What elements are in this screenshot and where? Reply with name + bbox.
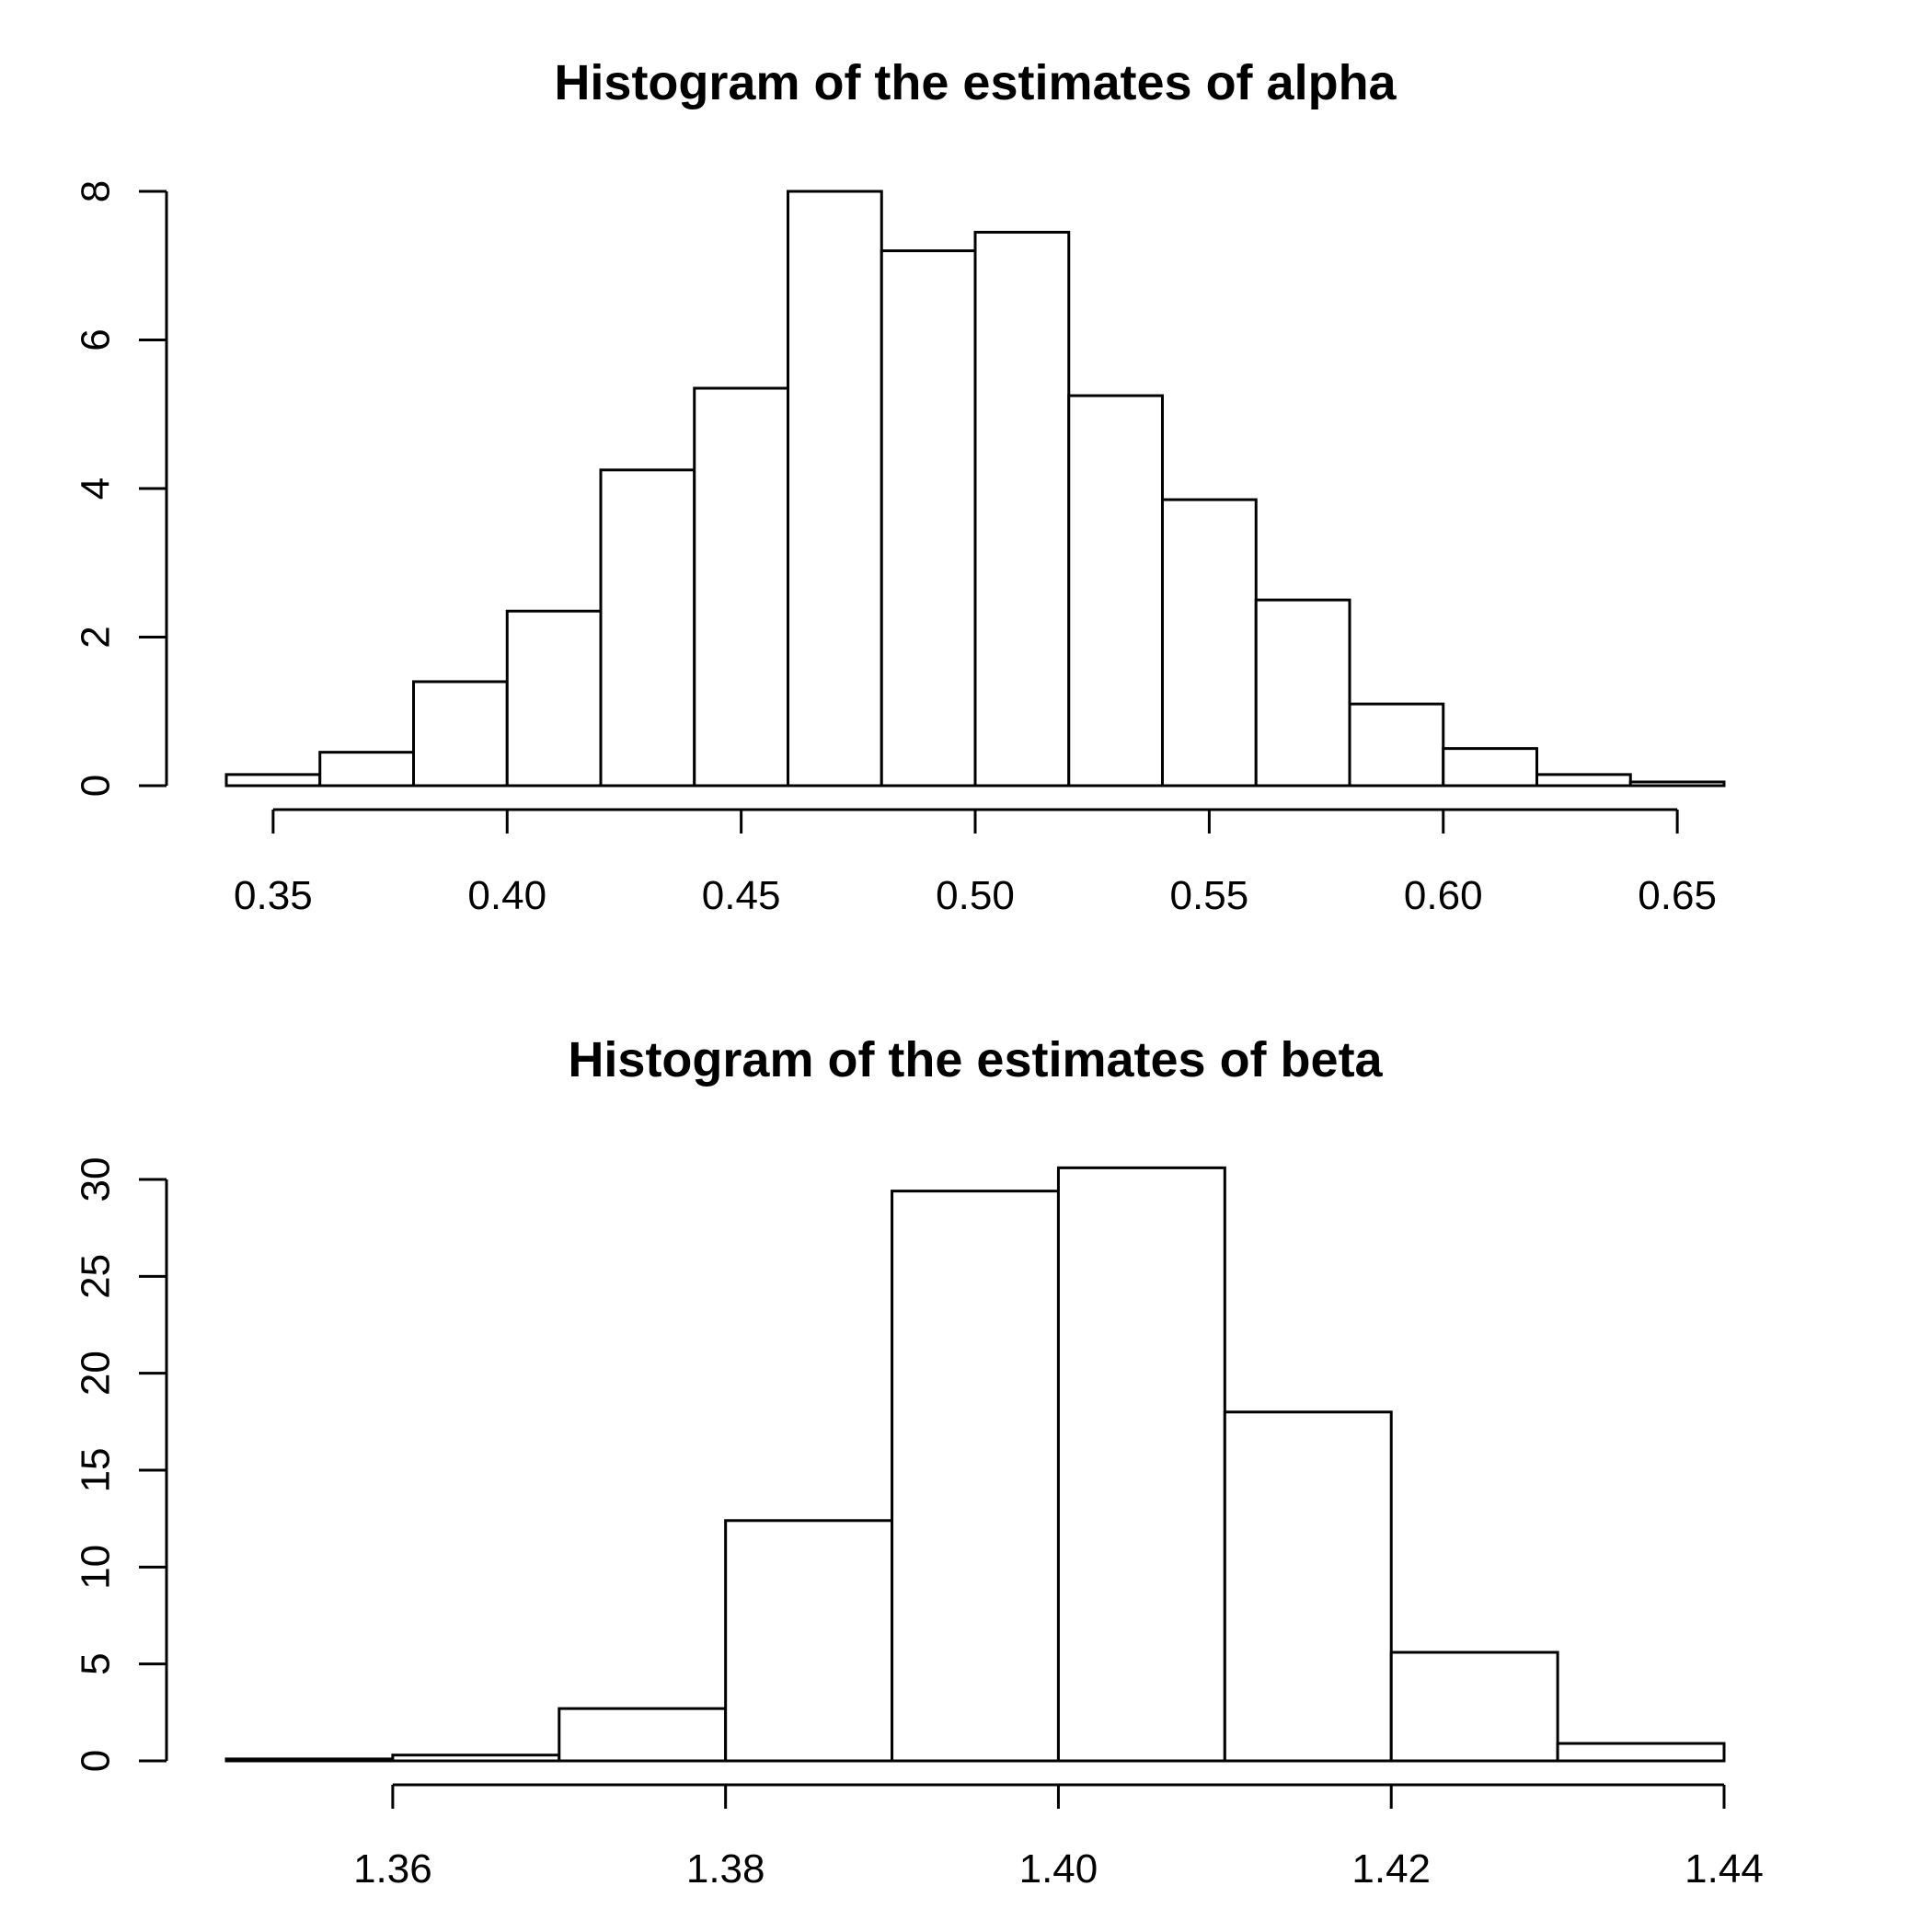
alpha-histogram-bar [693, 386, 789, 788]
beta-histogram-bar [1223, 1410, 1393, 1763]
alpha-x-tick-label: 0.50 [936, 873, 1015, 918]
alpha-y-tick-label: 8 [74, 180, 119, 202]
beta-histogram-bar [558, 1707, 728, 1763]
alpha-histogram-panel: Histogram of the estimates of alpha 0.35… [74, 55, 1726, 918]
beta-histogram-bar [1556, 1742, 1726, 1763]
beta-y-tick-label: 10 [74, 1545, 119, 1590]
alpha-histogram-bar [599, 468, 696, 788]
beta-histogram-bar [724, 1519, 894, 1763]
beta-histogram-bar [224, 1757, 395, 1763]
alpha-x-tick-label: 0.55 [1170, 873, 1249, 918]
alpha-x-tick-label: 0.45 [702, 873, 781, 918]
beta-y-tick-label: 5 [74, 1652, 119, 1674]
beta-x-tick-label: 1.44 [1685, 1846, 1764, 1892]
beta-histogram-bar [891, 1190, 1060, 1763]
alpha-histogram-title: Histogram of the estimates of alpha [554, 55, 1397, 110]
alpha-histogram-bar [880, 249, 977, 788]
alpha-y-tick-label: 4 [74, 477, 119, 500]
alpha-histogram-bar [412, 680, 509, 788]
alpha-x-tick-label: 0.40 [467, 873, 546, 918]
beta-histogram-panel: Histogram of the estimates of beta 1.36 1… [74, 1032, 1764, 1892]
alpha-histogram-bar [505, 609, 603, 788]
alpha-histogram-bar [1161, 498, 1258, 788]
alpha-x-tick-label: 0.35 [234, 873, 313, 918]
alpha-histogram-bar [973, 230, 1071, 788]
beta-y-tick-label: 20 [74, 1351, 119, 1396]
alpha-histogram-bar [1067, 394, 1164, 788]
alpha-histogram-bar [1628, 780, 1726, 788]
alpha-y-tick-label: 6 [74, 328, 119, 351]
beta-x-tick-label: 1.42 [1351, 1846, 1431, 1892]
beta-y-tick-label: 25 [74, 1254, 119, 1299]
alpha-histogram-bar [318, 751, 415, 788]
beta-histogram-bar [1056, 1166, 1226, 1763]
beta-histogram-bar [1389, 1650, 1559, 1763]
alpha-x-tick-label: 0.60 [1404, 873, 1483, 918]
alpha-histogram-bar [1348, 702, 1445, 788]
alpha-histogram-bar [1442, 747, 1538, 788]
beta-y-tick-label: 30 [74, 1157, 119, 1202]
beta-x-tick-label: 1.40 [1019, 1846, 1098, 1892]
alpha-histogram-bar [1254, 598, 1351, 788]
beta-y-tick-label: 15 [74, 1448, 119, 1493]
alpha-histogram-bar [1535, 773, 1632, 788]
alpha-x-tick-label: 0.65 [1638, 873, 1717, 918]
alpha-y-tick-label: 2 [74, 626, 119, 648]
beta-x-tick-label: 1.36 [353, 1846, 432, 1892]
alpha-y-tick-label: 0 [74, 775, 119, 797]
beta-histogram-title: Histogram of the estimates of beta [568, 1032, 1383, 1087]
alpha-histogram-bar [787, 190, 883, 788]
beta-y-tick-label: 0 [74, 1750, 119, 1772]
beta-x-tick-label: 1.38 [686, 1846, 765, 1892]
beta-histogram-bar [391, 1754, 561, 1763]
alpha-histogram-bar [224, 773, 322, 788]
